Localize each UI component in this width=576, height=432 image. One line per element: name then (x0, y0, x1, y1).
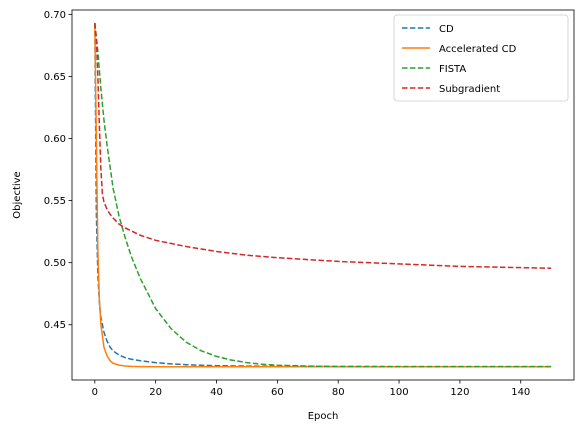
series-line-2 (94, 22, 552, 368)
legend-label-1: Accelerated CD (439, 44, 517, 55)
x-tick-label: 80 (332, 387, 345, 398)
y-axis: 0.45 0.50 0.55 0.60 0.65 0.70 (44, 10, 72, 331)
y-tick-label: 0.65 (44, 72, 66, 83)
series-line-1 (94, 23, 552, 368)
y-axis-label: Objective (12, 171, 23, 218)
y-tick-label: 0.50 (44, 258, 66, 269)
y-tick-label: 0.70 (44, 10, 66, 21)
x-axis-label: Epoch (308, 411, 339, 422)
legend-label-3: Subgradient (439, 84, 500, 95)
legend-label-0: CD (439, 24, 454, 35)
y-tick-label: 0.60 (44, 134, 66, 145)
y-tick-label: 0.45 (44, 320, 66, 331)
x-tick-label: 60 (271, 387, 284, 398)
legend-label-2: FISTA (439, 64, 466, 75)
series-layer (94, 22, 552, 368)
legend: CD Accelerated CD FISTA Subgradient (393, 14, 569, 102)
x-axis: 0 20 40 60 80 100 120 140 (92, 380, 530, 398)
x-tick-label: 20 (149, 387, 162, 398)
legend-box (393, 14, 569, 102)
y-tick-label: 0.55 (44, 196, 66, 207)
plot-frame (71, 9, 575, 381)
series-line-3 (94, 22, 552, 270)
x-tick-label: 100 (390, 387, 409, 398)
x-tick-label: 40 (210, 387, 223, 398)
x-tick-label: 120 (450, 387, 469, 398)
x-tick-label: 0 (92, 387, 98, 398)
x-tick-label: 140 (511, 387, 530, 398)
